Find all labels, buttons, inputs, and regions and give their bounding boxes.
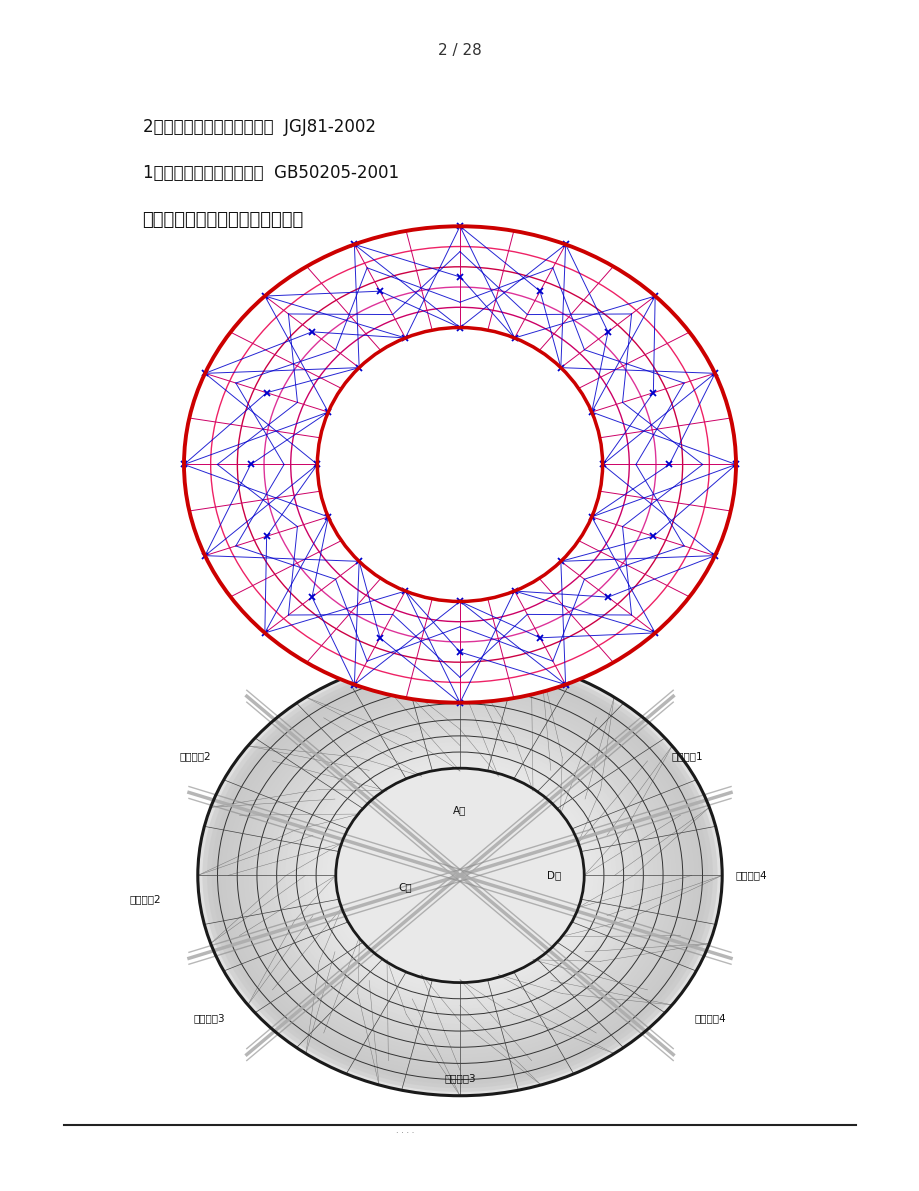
Ellipse shape [271,716,648,1035]
Ellipse shape [322,757,597,993]
Text: 次合拼缩4: 次合拼缩4 [735,871,766,880]
Ellipse shape [198,655,721,1096]
Text: 主合拼缩2: 主合拼缩2 [180,752,211,761]
Ellipse shape [276,719,643,1031]
Text: 二、钔结构冬期施工方案编制依据: 二、钔结构冬期施工方案编制依据 [142,211,303,230]
Text: 次合拼缩2: 次合拼缩2 [130,894,161,904]
Ellipse shape [184,226,735,703]
Ellipse shape [207,662,712,1089]
Ellipse shape [299,738,620,1012]
Ellipse shape [225,678,694,1073]
Ellipse shape [294,734,625,1016]
Ellipse shape [308,746,611,1005]
Ellipse shape [312,749,607,1002]
Ellipse shape [248,697,671,1054]
Ellipse shape [303,742,616,1009]
Ellipse shape [244,693,675,1058]
Ellipse shape [257,704,662,1047]
Text: 1、钔结构施工质量验收规  GB50205-2001: 1、钔结构施工质量验收规 GB50205-2001 [142,163,398,182]
Ellipse shape [262,707,657,1043]
Ellipse shape [253,700,666,1050]
Ellipse shape [289,730,630,1021]
Ellipse shape [211,667,708,1084]
Ellipse shape [317,328,602,601]
Ellipse shape [239,688,680,1062]
Text: 2 / 28: 2 / 28 [437,43,482,57]
Ellipse shape [335,768,584,983]
Ellipse shape [317,753,602,998]
Text: 次合拼缩1: 次合拼缩1 [444,686,475,696]
Text: D区: D区 [547,871,561,880]
Text: . . . .: . . . . [395,1125,414,1135]
Text: 2、建筑钔结构焊接技术规程  JGJ81-2002: 2、建筑钔结构焊接技术规程 JGJ81-2002 [142,118,375,137]
Text: 主合拼缩3: 主合拼缩3 [194,1014,225,1023]
Text: A区: A区 [453,805,466,815]
Ellipse shape [285,727,634,1024]
Ellipse shape [234,685,685,1066]
Text: C区: C区 [398,883,411,892]
Ellipse shape [267,711,652,1039]
Text: 主合拼缩1: 主合拼缩1 [671,752,702,761]
Ellipse shape [230,681,689,1070]
Ellipse shape [216,671,703,1080]
Text: 主合拼缩4: 主合拼缩4 [694,1014,725,1023]
Text: 次合拼缩3: 次合拼缩3 [444,1073,475,1083]
Ellipse shape [326,761,593,990]
Ellipse shape [331,765,588,986]
Ellipse shape [221,674,698,1077]
Ellipse shape [202,659,717,1092]
Ellipse shape [280,723,639,1028]
